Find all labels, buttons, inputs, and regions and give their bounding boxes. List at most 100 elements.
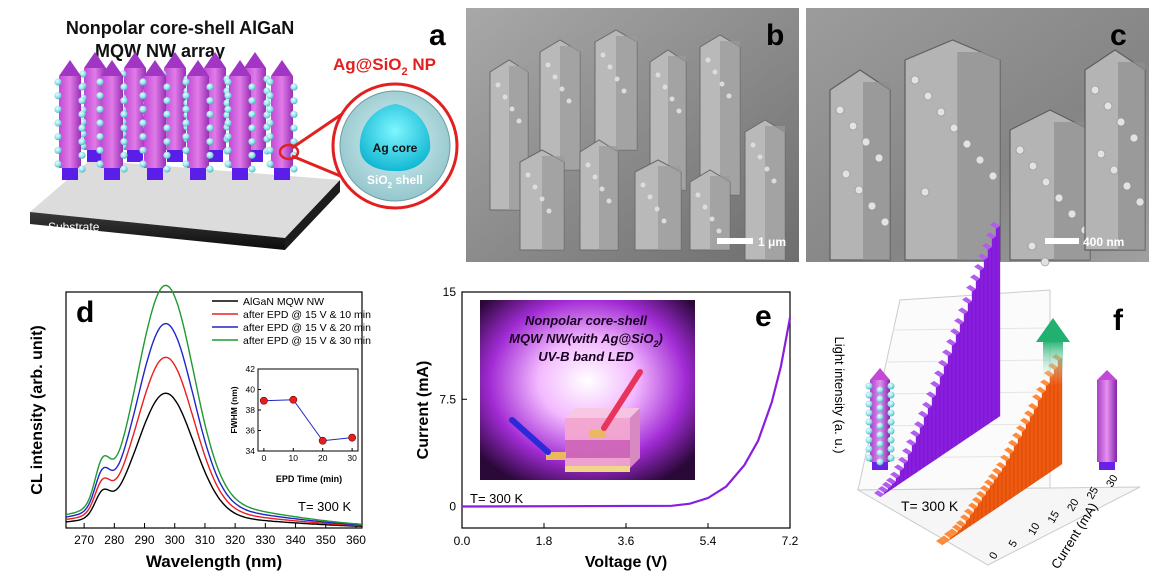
inset-y-tick-label: 40	[246, 385, 256, 395]
sem-particle	[655, 72, 661, 78]
chart-d-x-tick-label: 320	[225, 533, 245, 547]
led-side	[630, 408, 640, 468]
chart-f-bar	[915, 433, 921, 473]
nanoparticle	[290, 97, 298, 105]
nanowire-tip	[229, 60, 251, 76]
chart-f-bar-top	[930, 380, 940, 388]
substrate-front	[30, 212, 285, 250]
sem-particle	[495, 82, 501, 88]
sem-particle	[702, 204, 708, 210]
inset-x-tick-label: 30	[347, 453, 357, 463]
sem-particle	[867, 201, 877, 211]
nanoparticle	[139, 92, 147, 100]
nanoparticle	[120, 138, 128, 146]
chart-f-bar-top	[966, 284, 976, 292]
sem-particle	[599, 186, 605, 192]
nanoparticle	[290, 165, 298, 173]
chart-f-bar	[979, 267, 985, 430]
chart-d-x-tick-label: 290	[135, 533, 155, 547]
sem-crystal-facet	[720, 41, 740, 195]
np-label: Ag@SiO2 NP	[333, 55, 436, 78]
shell-label-main: SiO	[367, 173, 388, 187]
sem-particle	[525, 172, 531, 178]
chart-d-x-tick-label: 360	[346, 533, 366, 547]
chart-f-bar	[903, 460, 909, 482]
panel-letter-e: e	[755, 300, 772, 333]
nanoparticle	[79, 118, 87, 126]
chart-d-series-line	[65, 392, 362, 527]
substrate-side	[285, 180, 340, 250]
sem-particle	[545, 62, 551, 68]
nanoparticle	[96, 119, 104, 127]
nanoparticle	[78, 110, 86, 118]
inset-point	[289, 395, 298, 404]
nanoparticle	[224, 92, 232, 100]
nanoparticle	[865, 427, 873, 435]
chart-f-bar	[1033, 406, 1039, 484]
led-substrate	[565, 466, 630, 472]
sem-crystal-facet	[542, 156, 564, 250]
chart-f-bar	[1017, 436, 1023, 494]
nw-f-left-body	[870, 380, 890, 462]
chart-d-x-tick-label: 340	[286, 533, 306, 547]
sem-particle	[676, 108, 682, 114]
chart-f-bar-top	[974, 263, 984, 271]
nanoparticle	[96, 78, 104, 86]
nanowire-tip	[187, 60, 209, 76]
nanoparticle	[248, 165, 256, 173]
nanoparticle	[263, 111, 271, 119]
led-device	[509, 369, 643, 472]
chart-f-bar	[959, 321, 965, 444]
nanoparticle	[887, 427, 895, 435]
nanoparticle	[139, 78, 147, 86]
chart-f-bar-top	[874, 490, 884, 497]
chart-f-bar	[987, 246, 993, 425]
chart-f-bar	[943, 363, 949, 455]
chart-d-series-line	[65, 356, 362, 527]
nanoparticle	[206, 138, 214, 146]
nanowire-with-np-illustration	[865, 368, 895, 470]
chart-f-bar	[977, 500, 983, 521]
inset-x-tick-label: 10	[289, 453, 299, 463]
nanoparticle	[182, 78, 190, 86]
nanoparticle	[876, 395, 884, 403]
chart-e-x-tick-label: 7.2	[782, 534, 799, 548]
sem-particle	[552, 74, 558, 80]
nw-f-right-body	[1097, 380, 1117, 462]
nanowire-body	[59, 76, 81, 168]
sem-particle	[647, 194, 653, 200]
ag-core	[359, 104, 431, 172]
nanoparticle	[876, 404, 884, 412]
chart-f-bar-top	[1016, 425, 1026, 432]
chart-f-bar-top	[946, 338, 956, 346]
chart-f-bar-top	[1012, 432, 1022, 440]
nanoparticle	[224, 105, 232, 113]
nanoparticle	[224, 119, 232, 127]
sem-particle	[719, 81, 725, 87]
sem-particle	[975, 155, 985, 165]
nanoparticle	[224, 146, 232, 154]
chart-f-bar-top	[886, 477, 896, 485]
nanoparticle	[876, 386, 884, 394]
chart-d-series	[65, 284, 363, 527]
inset-y-tick-label: 34	[246, 446, 256, 456]
sem-particle	[1028, 161, 1038, 171]
nw-f-left-base	[872, 462, 888, 470]
inset-y-tick-label: 38	[246, 405, 256, 415]
sio2-shell-label: SiO2 shell	[367, 173, 423, 190]
nanoparticle	[54, 160, 62, 168]
led-top	[565, 408, 640, 418]
chart-f-bar-top	[972, 496, 982, 504]
nanowire-tip	[144, 60, 166, 76]
sem-particle	[661, 218, 667, 224]
nanoparticle	[206, 124, 214, 132]
chart-f-bar-top	[954, 317, 964, 325]
nanowire-body	[84, 68, 106, 150]
nanoparticle	[290, 110, 298, 118]
chart-f-bar	[919, 424, 925, 471]
inset-y-tick-label: 42	[246, 364, 256, 374]
chart-f-bar-top	[984, 479, 994, 487]
chart-f-bar-top	[968, 502, 978, 510]
nanoparticle	[266, 146, 274, 154]
